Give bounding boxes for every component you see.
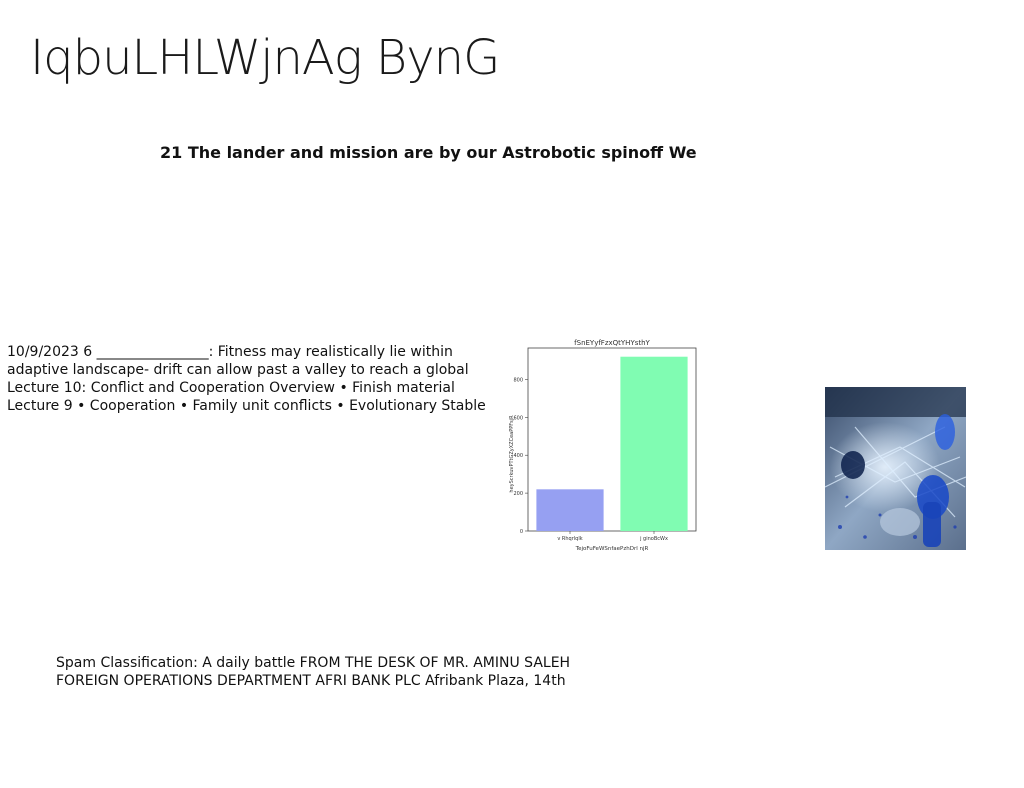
chart-plot-area: 0 200 400 600 800 v Rhqrlqlk j ginoBcWx (513, 347, 697, 542)
glassware-photo (825, 387, 966, 550)
y-tick-label: 200 (513, 491, 523, 497)
y-tick-label: 0 (520, 529, 523, 535)
y-tick-label: 400 (513, 453, 523, 459)
lecture-line: adaptive landscape- drift can allow past… (7, 362, 469, 378)
x-tick-label: j ginoBcWx (639, 536, 668, 542)
lecture-text-block: 10/9/2023 6 ________________: Fitness ma… (7, 343, 497, 415)
chart-title: fSnEYyfFzxQtYHYsthY (574, 339, 650, 347)
lecture-line: 10/9/2023 6 ________________: Fitness ma… (7, 344, 453, 360)
y-tick-label: 600 (513, 415, 523, 421)
lecture-line: Lecture 9 • Cooperation • Family unit co… (7, 398, 486, 414)
chart-x-axis-label: TejoFuFeWSnfaePzhDrl njR (575, 546, 649, 552)
lecture-line: Lecture 10: Conflict and Cooperation Ove… (7, 380, 455, 396)
chart-bar (620, 356, 688, 531)
y-tick-label: 800 (513, 377, 523, 383)
page-title: IqbuLHLWjnAg BynG (30, 30, 500, 86)
subtitle-heading: 21 The lander and mission are by our Ast… (160, 143, 697, 162)
glassware-photo-icon (825, 387, 966, 550)
bar-chart: fSnEYyfFzxQtYHYsthY 0 200 400 600 800 v Rhqrl… (509, 339, 697, 552)
chart-frame (527, 347, 697, 532)
spam-line: Spam Classification: A daily battle FROM… (56, 655, 571, 671)
chart-y-axis-label: heyScrkuvPTtGZyXZCeaPPFsjR (509, 415, 515, 493)
bar-chart-figure: fSnEYyfFzxQtYHYsthY 0 200 400 600 800 v Rhqrl… (505, 334, 705, 554)
spam-text-block: Spam Classification: A daily battle FROM… (56, 654, 570, 690)
x-tick-label: v Rhqrlqlk (557, 536, 582, 542)
spam-line: FOREIGN OPERATIONS DEPARTMENT AFRI BANK … (56, 673, 566, 689)
chart-bar (536, 489, 604, 531)
